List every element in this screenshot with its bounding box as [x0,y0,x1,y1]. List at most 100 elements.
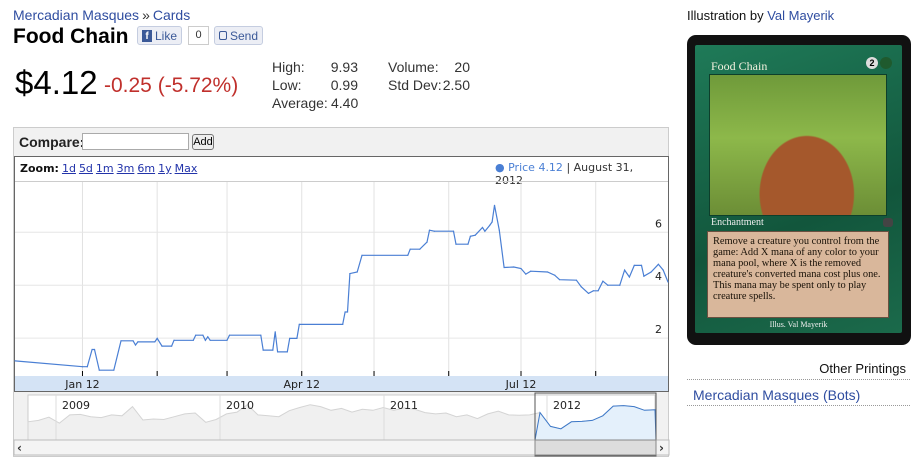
price-point [298,323,300,325]
price-point [493,204,496,206]
zoom-1m[interactable]: 1m [95,162,114,175]
price-point [286,351,288,353]
price-point [426,241,428,243]
chart-legend: ● Price 4.12 | August 31, 2012 [495,161,660,187]
navigator-year-label: 2009 [62,399,90,412]
y-tick-label: 2 [655,323,662,336]
compare-label: Compare: [19,134,85,150]
price-point [650,271,652,273]
card-image: Food Chain 2 Enchantment Remove a creatu… [687,35,911,345]
price-point [580,286,582,288]
price-point [667,281,669,283]
navigator-year-label: 2010 [226,399,254,412]
x-tick-label: Jan 12 [64,378,99,391]
price-point [558,279,561,281]
divider [687,405,910,406]
price-point [520,267,522,270]
price-point [587,292,590,295]
breadcrumb-set-link[interactable]: Mercadian Masques [13,7,140,23]
card-name: Food Chain [711,59,768,73]
other-printings-heading: Other Printings [819,361,906,376]
price-point [474,234,476,236]
price-point [554,274,556,276]
price-point [272,349,274,351]
compare-add-button[interactable]: Add [192,134,214,150]
price-point [640,264,643,266]
stat-labels-col1: High: Low: Average: [272,58,328,112]
card-frame: Food Chain 2 Enchantment Remove a creatu… [695,45,902,333]
current-price: $4.12 [15,64,98,101]
price-point [202,334,204,336]
send-button[interactable]: Send [214,26,263,45]
x-tick-label: Apr 12 [283,378,320,391]
price-line [14,205,669,371]
navigator-scrollbar [13,439,670,456]
price-point [481,226,484,229]
price-point [98,369,100,371]
send-label: Send [229,28,258,43]
zoom-3m[interactable]: 3m [116,162,135,175]
price-point [274,331,276,333]
price-point [489,224,491,227]
facebook-icon: f [142,29,152,42]
illustration-credit: Illustration by Val Mayerik [687,8,834,23]
average-value: 4.40 [331,95,359,111]
price-point [469,235,472,237]
price-point [643,275,645,277]
price-point [14,360,16,362]
price-point [657,263,659,265]
high-value: 9.93 [330,59,358,75]
zoom-max[interactable]: Max [174,162,198,175]
illustration-prefix: Illustration by [687,8,764,23]
price-point [361,254,363,256]
price-point [513,266,515,268]
navigator-selection-area [534,405,657,441]
stat-values-col2: 20 2.50 [440,58,470,94]
price-point [209,339,211,341]
price-point [602,280,604,282]
price-point [428,229,431,231]
artist-link[interactable]: Val Mayerik [767,8,835,23]
scroll-right-icon[interactable]: › [659,441,664,455]
legend-date: August 31, 2012 [495,161,634,187]
volume-label: Volume: [388,59,439,75]
y-tick-label: 4 [655,270,662,283]
low-label: Low: [272,77,302,93]
generic-mana-icon: 2 [866,57,878,69]
series-bullet-icon: ● [495,161,505,174]
compare-input[interactable] [82,133,189,150]
card-rules-text: Remove a creature you control from the g… [707,231,889,318]
zoom-6m[interactable]: 6m [137,162,156,175]
mana-cost: 2 [866,57,892,69]
price-point [260,334,262,336]
price-point [228,334,231,336]
price-point [262,349,264,351]
price-point [628,276,631,278]
price-point [113,369,115,371]
printing-link[interactable]: Mercadian Masques (Bots) [693,387,861,403]
scrollbar-thumb [534,439,657,456]
facebook-like-button[interactable]: f Like [137,26,182,45]
scroll-left-icon[interactable]: ‹ [17,441,22,455]
y-tick-label: 6 [655,217,662,230]
like-count: 0 [188,26,209,45]
x-tick-label: Jul 12 [505,378,537,391]
breadcrumb-cards-link[interactable]: Cards [152,7,191,23]
divider [687,379,910,380]
price-point [633,264,635,266]
price-point [484,230,486,232]
price-point [349,272,351,275]
price-point [491,221,493,223]
stddev-label: Std Dev: [388,77,442,93]
price-point [120,340,122,342]
price-point [226,339,228,341]
zoom-1d[interactable]: 1d [61,162,76,175]
price-point [597,290,599,292]
price-point [171,345,173,347]
zoom-1y[interactable]: 1y [158,162,172,175]
stat-labels-col2: Volume: Std Dev: [388,58,442,94]
zoom-5d[interactable]: 5d [78,162,93,175]
price-point [289,337,291,340]
x-axis-band [15,376,668,391]
price-point [662,269,664,271]
